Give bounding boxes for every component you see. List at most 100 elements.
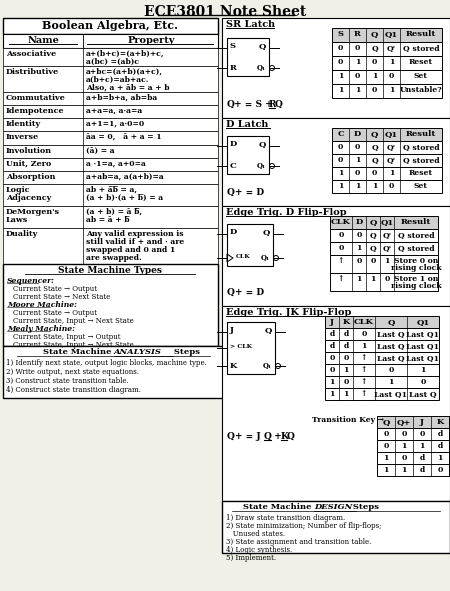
Text: rising clock: rising clock [391,264,441,272]
Text: Reset: Reset [409,58,433,66]
Text: 0: 0 [338,143,343,151]
Bar [332,28,442,42]
Text: Q: Q [369,218,377,226]
Text: Current State → Next State: Current State → Next State [13,293,110,301]
Text: J: J [420,418,424,426]
Text: 0: 0 [338,156,343,164]
Text: 0: 0 [355,143,360,151]
Text: SR Latch: SR Latch [226,20,275,29]
Text: Q stored: Q stored [403,44,439,52]
Text: 1: 1 [338,182,343,190]
Text: Q1: Q1 [385,30,398,38]
Text: CLK: CLK [236,254,251,259]
Text: 0: 0 [338,231,344,239]
Text: Store 0 on: Store 0 on [394,257,438,265]
Text: d: d [343,330,349,338]
Text: R: R [354,30,361,38]
Text: 0: 0 [356,231,362,239]
Bar [222,18,450,118]
Bar [377,440,449,452]
Text: 1: 1 [355,86,360,94]
Text: Laws: Laws [6,216,28,224]
Text: a+a=a, a·a=a: a+a=a, a·a=a [86,107,142,115]
Text: Last Q: Last Q [409,390,437,398]
Text: K: K [281,432,289,441]
Text: Q stored: Q stored [403,143,439,151]
Text: still valid if + and · are: still valid if + and · are [86,238,184,246]
Text: Q: Q [369,231,376,239]
Text: are swapped.: are swapped. [86,254,142,262]
Text: 1: 1 [356,275,362,283]
Text: 1: 1 [356,244,362,252]
Text: d: d [329,342,335,350]
Text: ↑: ↑ [338,257,344,265]
Text: Q+ = D: Q+ = D [227,188,264,197]
Text: d: d [329,330,335,338]
Text: a(bc) =(ab)c: a(bc) =(ab)c [86,58,139,66]
Text: Result: Result [406,130,436,138]
Bar [3,92,218,105]
Text: d: d [419,454,425,462]
Text: 1: 1 [419,442,425,450]
Text: 1: 1 [384,257,390,265]
Text: 0: 0 [338,58,343,66]
Text: 1: 1 [401,442,407,450]
Text: Q1: Q1 [380,218,394,226]
Bar [3,145,218,158]
Text: Last Q: Last Q [377,354,405,362]
Bar [3,131,218,145]
Text: + = S +: + = S + [234,100,276,109]
Text: Last Q1: Last Q1 [406,342,440,350]
Text: Transition Key →: Transition Key → [312,416,384,424]
Text: 0: 0 [372,58,377,66]
Text: D Latch: D Latch [226,120,268,129]
Text: 1: 1 [383,466,389,474]
Text: Boolean Algebra, Etc.: Boolean Algebra, Etc. [42,20,178,31]
Text: 1: 1 [388,378,394,386]
Bar [3,18,218,34]
Text: 1: 1 [355,58,360,66]
Text: 1: 1 [329,378,335,386]
Bar [325,316,439,328]
Bar [332,56,442,70]
Text: 0: 0 [355,44,360,52]
Text: Q: Q [259,42,266,50]
Text: Property: Property [127,36,175,45]
Text: Set: Set [414,72,428,80]
Text: D: D [354,130,361,138]
Text: a+bc=(a+b)(a+c),: a+bc=(a+b)(a+c), [86,68,163,76]
Bar [222,501,450,553]
Text: 1: 1 [383,454,389,462]
Text: 1: 1 [372,182,377,190]
Text: Any valid expression is: Any valid expression is [86,230,184,238]
Text: S: S [338,30,343,38]
Text: Unstable?: Unstable? [400,86,442,94]
Text: Result: Result [401,218,431,226]
Bar [377,464,449,476]
Text: ECE3801 Note Sheet: ECE3801 Note Sheet [144,5,306,19]
Text: (a + b)·(a + b̅) = a: (a + b)·(a + b̅) = a [86,194,163,202]
Text: 0: 0 [356,257,362,265]
Text: Q+: Q+ [397,418,411,426]
Bar [377,428,449,440]
Text: 0: 0 [437,466,443,474]
Text: a+(b+c)=(a+b)+c,: a+(b+c)=(a+b)+c, [86,50,165,58]
Text: Adjacency: Adjacency [6,194,51,202]
Text: 1: 1 [343,366,349,374]
Text: 1: 1 [420,366,426,374]
Text: Also, a + āb = a + b: Also, a + āb = a + b [86,84,170,92]
Bar [222,118,450,206]
Text: 1) Draw state transition diagram.: 1) Draw state transition diagram. [226,514,345,522]
Text: rising clock: rising clock [391,282,441,290]
Text: Current State, Input → Next State: Current State, Input → Next State [13,317,134,325]
Text: Q1: Q1 [385,130,398,138]
Text: 0: 0 [384,275,390,283]
Text: ↑: ↑ [361,366,367,374]
Bar [3,184,218,206]
Text: D: D [230,228,237,236]
Bar [332,70,442,84]
Bar [325,340,439,352]
Text: a+1=1, a·0=0: a+1=1, a·0=0 [86,120,144,128]
Text: Q: Q [371,130,378,138]
Text: Steps: Steps [171,348,200,356]
